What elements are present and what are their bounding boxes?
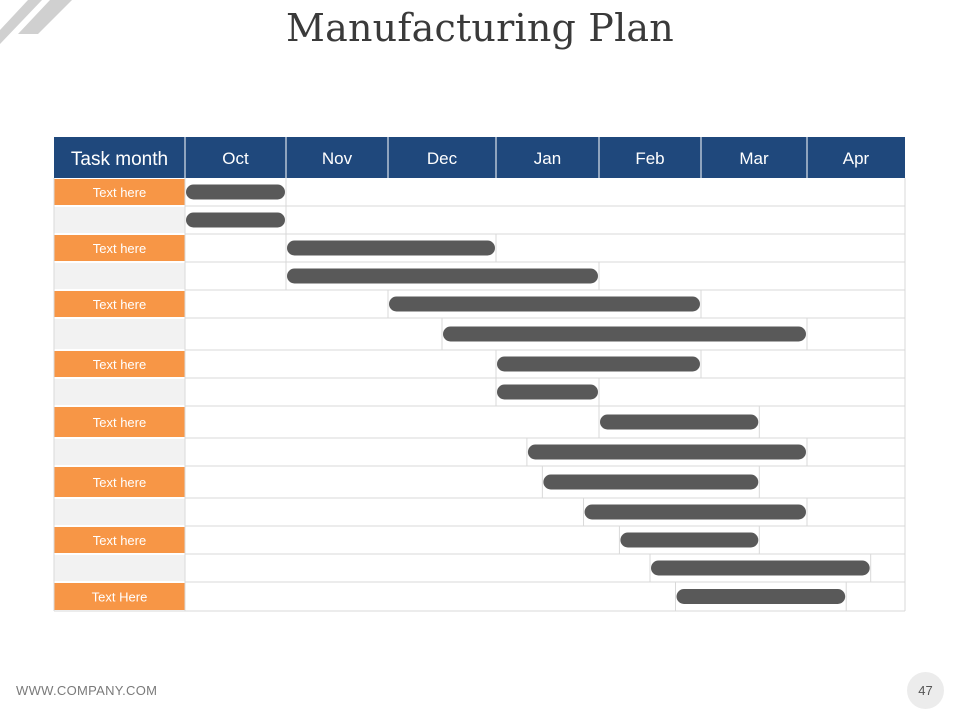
- task-label: Text here: [93, 357, 146, 372]
- task-bar: [389, 296, 700, 312]
- task-label-cell: [54, 583, 185, 610]
- task-bar: [676, 589, 846, 604]
- task-label-cell: [54, 319, 185, 349]
- task-label: Text here: [93, 415, 146, 430]
- footer-url: WWW.COMPANY.COM: [16, 683, 158, 698]
- slide-title: Manufacturing Plan: [286, 6, 674, 50]
- task-label: Text Here: [92, 590, 148, 605]
- task-label-cell: [54, 407, 185, 437]
- page-number-badge: 47: [907, 672, 944, 709]
- task-label-cell: [54, 527, 185, 553]
- task-label-cell: [54, 555, 185, 581]
- task-label-cell: [54, 467, 185, 497]
- task-bar: [497, 384, 598, 400]
- task-bar: [186, 184, 285, 200]
- task-bar: [186, 212, 285, 228]
- task-bar: [287, 268, 598, 284]
- corner-stripes-decoration: [0, 0, 72, 44]
- month-label-apr: Apr: [843, 149, 870, 168]
- month-label-nov: Nov: [322, 149, 353, 168]
- task-bar: [543, 474, 759, 490]
- task-label-cell: [54, 291, 185, 317]
- header-band: [54, 137, 905, 178]
- task-label: Text here: [93, 475, 146, 490]
- task-bar: [497, 356, 700, 372]
- task-label-cell: [54, 179, 185, 205]
- task-bar: [287, 240, 495, 256]
- task-bar: [620, 532, 759, 548]
- task-bar: [443, 326, 806, 342]
- header-task-month-label: Task month: [71, 149, 168, 170]
- task-bar: [527, 444, 806, 460]
- task-label-cell: [54, 263, 185, 289]
- month-label-dec: Dec: [427, 149, 458, 168]
- task-label-cell: [54, 499, 185, 525]
- task-label-cell: [54, 207, 185, 233]
- task-label-cell: [54, 235, 185, 261]
- task-label: Text here: [93, 185, 146, 200]
- month-label-jan: Jan: [534, 149, 561, 168]
- task-bar: [651, 560, 870, 576]
- month-label-mar: Mar: [739, 149, 769, 168]
- task-label: Text here: [93, 297, 146, 312]
- month-label-oct: Oct: [222, 149, 249, 168]
- task-label: Text here: [93, 241, 146, 256]
- task-bar: [600, 414, 759, 430]
- month-label-feb: Feb: [635, 149, 664, 168]
- task-label-cell: [54, 439, 185, 465]
- task-label-cell: [54, 351, 185, 377]
- task-label: Text here: [93, 533, 146, 548]
- task-bar: [584, 504, 806, 520]
- task-label-cell: [54, 379, 185, 405]
